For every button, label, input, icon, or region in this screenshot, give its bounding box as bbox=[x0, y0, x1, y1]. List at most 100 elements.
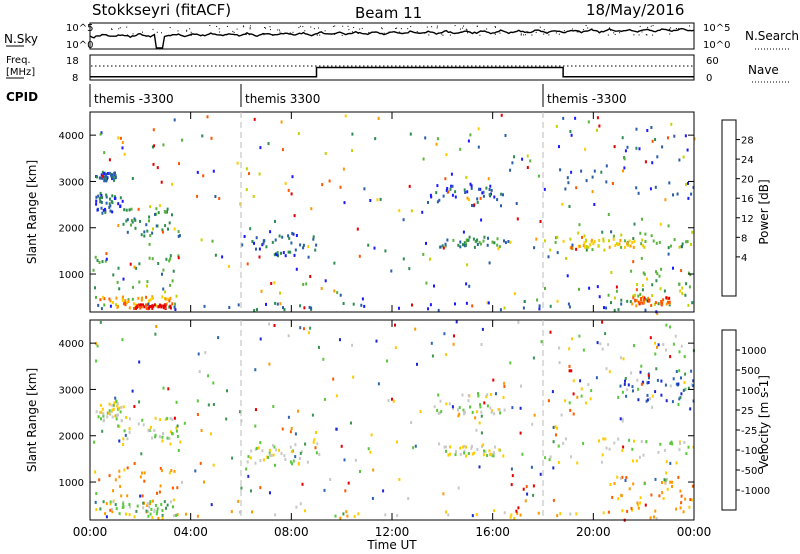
data-cell bbox=[157, 211, 160, 215]
data-cell bbox=[210, 136, 213, 140]
data-cell bbox=[356, 227, 359, 231]
data-cell bbox=[411, 303, 413, 307]
data-cell bbox=[675, 461, 678, 465]
data-cell bbox=[640, 440, 643, 443]
data-cell bbox=[284, 458, 287, 461]
data-cell bbox=[687, 303, 690, 307]
data-cell bbox=[575, 186, 578, 190]
data-cell bbox=[161, 228, 164, 232]
nsearch-point bbox=[591, 28, 593, 30]
nsearch-point bbox=[563, 30, 565, 32]
data-cell bbox=[605, 164, 608, 168]
data-cell bbox=[164, 297, 167, 301]
data-cell bbox=[375, 339, 378, 343]
data-cell bbox=[294, 443, 297, 447]
nsearch-point bbox=[689, 25, 691, 27]
data-cell bbox=[467, 394, 470, 397]
data-cell bbox=[109, 197, 111, 201]
data-cell bbox=[444, 244, 447, 248]
data-cell bbox=[168, 259, 171, 263]
data-cell bbox=[117, 136, 120, 140]
data-cell bbox=[583, 241, 586, 245]
nsearch-point bbox=[249, 27, 251, 29]
data-cell bbox=[135, 266, 138, 270]
data-cell bbox=[149, 234, 152, 238]
data-cell bbox=[669, 384, 672, 388]
data-cell bbox=[394, 323, 396, 327]
data-cell bbox=[519, 406, 522, 410]
data-cell bbox=[684, 497, 687, 501]
data-cell bbox=[305, 282, 308, 286]
nsearch-point bbox=[395, 28, 397, 29]
data-cell bbox=[227, 264, 230, 268]
data-cell bbox=[123, 429, 126, 433]
data-cell bbox=[679, 396, 682, 399]
data-cell bbox=[427, 307, 429, 311]
nsearch-point bbox=[495, 26, 496, 28]
data-cell bbox=[101, 211, 104, 215]
data-cell bbox=[96, 258, 99, 262]
data-cell bbox=[679, 489, 682, 493]
nsearch-point bbox=[641, 31, 643, 33]
data-cell bbox=[137, 304, 140, 308]
data-cell bbox=[150, 425, 152, 429]
data-cell bbox=[612, 234, 615, 238]
data-cell bbox=[617, 243, 620, 246]
data-cell bbox=[462, 243, 464, 247]
data-cell bbox=[480, 410, 483, 414]
data-cell bbox=[171, 213, 173, 217]
data-cell bbox=[303, 306, 306, 310]
data-cell bbox=[502, 395, 505, 399]
nsearch-point bbox=[613, 32, 615, 34]
data-cell bbox=[650, 126, 653, 129]
y-tick-label: 2000 bbox=[59, 224, 84, 235]
data-cell bbox=[359, 470, 361, 473]
data-cell bbox=[273, 281, 276, 285]
data-cell bbox=[137, 207, 140, 211]
data-cell bbox=[147, 302, 150, 306]
data-cell bbox=[454, 195, 457, 199]
data-cell bbox=[196, 399, 199, 403]
nsearch-point bbox=[111, 29, 113, 30]
data-cell bbox=[641, 238, 644, 242]
data-cell bbox=[352, 302, 355, 306]
data-cell bbox=[137, 296, 140, 300]
data-cell bbox=[601, 320, 604, 324]
data-cell bbox=[136, 305, 139, 309]
data-cell bbox=[124, 303, 127, 307]
data-cell bbox=[145, 307, 148, 310]
data-cell bbox=[651, 405, 654, 409]
nsearch-point bbox=[639, 25, 641, 27]
data-cell bbox=[158, 490, 161, 494]
data-cell bbox=[104, 512, 107, 516]
data-cell bbox=[350, 421, 352, 425]
data-cell bbox=[433, 405, 436, 409]
data-cell bbox=[265, 245, 268, 249]
data-cell bbox=[568, 364, 571, 368]
data-cell bbox=[390, 269, 393, 273]
data-cell bbox=[652, 239, 655, 243]
data-cell bbox=[660, 267, 663, 271]
data-cell bbox=[370, 433, 373, 437]
data-cell bbox=[451, 184, 454, 188]
data-cell bbox=[128, 427, 131, 431]
data-cell bbox=[675, 382, 678, 386]
data-cell bbox=[516, 217, 519, 221]
data-cell bbox=[128, 430, 131, 434]
data-cell bbox=[376, 198, 379, 202]
data-cell bbox=[556, 251, 559, 255]
data-cell bbox=[115, 414, 118, 417]
data-cell bbox=[669, 325, 671, 329]
data-cell bbox=[255, 408, 257, 412]
data-cell bbox=[665, 323, 668, 327]
data-cell bbox=[466, 263, 469, 267]
data-cell bbox=[109, 412, 112, 416]
data-cell bbox=[496, 198, 499, 202]
data-cell bbox=[394, 346, 397, 350]
nsearch-point bbox=[476, 25, 478, 27]
data-cell bbox=[145, 303, 148, 307]
data-cell bbox=[627, 383, 630, 387]
nsearch-point bbox=[242, 25, 244, 27]
data-cell bbox=[583, 234, 586, 238]
data-cell bbox=[651, 161, 654, 165]
